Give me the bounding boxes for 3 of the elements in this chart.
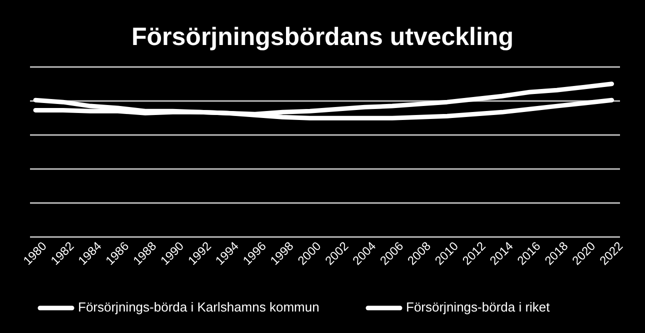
legend-label: Försörjnings-börda i riket: [406, 299, 550, 314]
chart-title: Försörjningsbördans utveckling: [132, 23, 514, 51]
legend-label: Försörjnings-börda i Karlshamns kommun: [78, 299, 320, 314]
